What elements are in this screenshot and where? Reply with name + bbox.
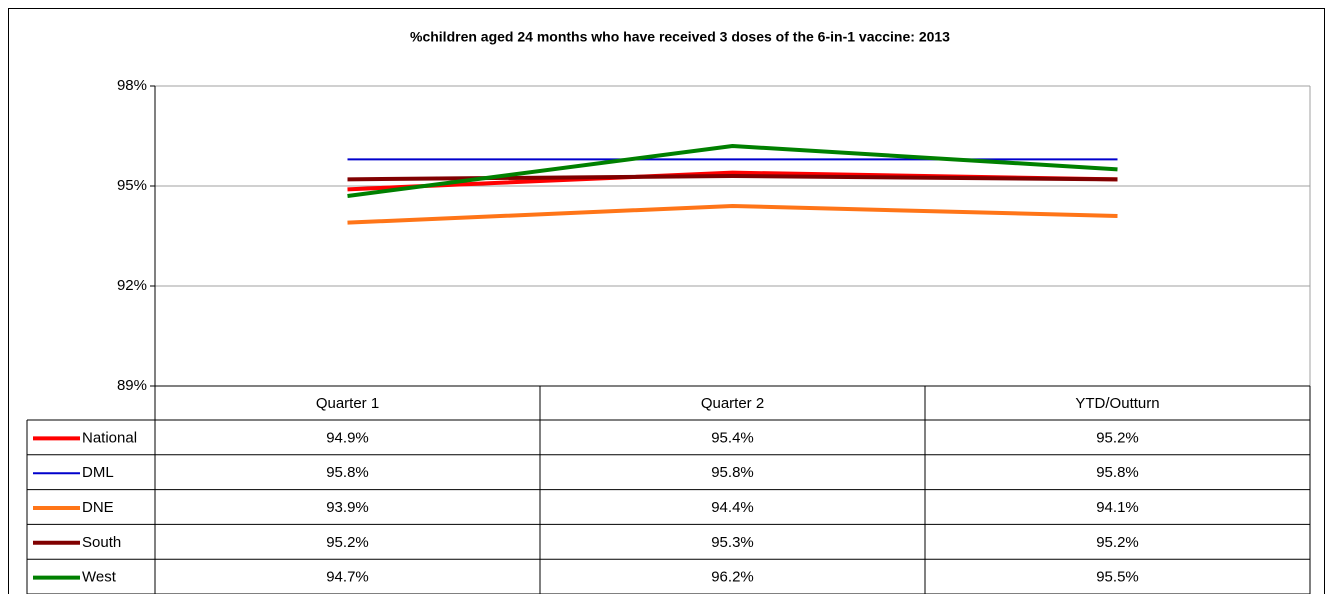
legend-label: West bbox=[82, 569, 117, 586]
data-label: 94.1% bbox=[1096, 499, 1139, 516]
data-label: 95.8% bbox=[711, 464, 754, 481]
data-label: 95.5% bbox=[1096, 569, 1139, 586]
data-label: 95.2% bbox=[326, 534, 369, 551]
data-label: 94.4% bbox=[711, 499, 754, 516]
x-tick-label: YTD/Outturn bbox=[1075, 395, 1159, 412]
x-tick-label: Quarter 2 bbox=[701, 395, 764, 412]
data-label: 94.7% bbox=[326, 569, 369, 586]
x-tick-label: Quarter 1 bbox=[316, 395, 379, 412]
data-label: 95.4% bbox=[711, 429, 754, 446]
series-line bbox=[347, 144, 1118, 198]
data-label: 95.2% bbox=[1096, 429, 1139, 446]
data-label: 95.2% bbox=[1096, 534, 1139, 551]
series-line bbox=[347, 204, 1118, 225]
legend-label: DNE bbox=[82, 499, 114, 516]
chart-frame bbox=[8, 8, 1325, 594]
chart-title: %children aged 24 months who have receiv… bbox=[410, 29, 950, 45]
y-tick-label: 98% bbox=[117, 77, 147, 94]
data-label: 95.3% bbox=[711, 534, 754, 551]
y-tick-label: 89% bbox=[117, 377, 147, 394]
legend-label: National bbox=[82, 429, 137, 446]
data-label: 94.9% bbox=[326, 429, 369, 446]
y-tick-label: 92% bbox=[117, 277, 147, 294]
legend-label: South bbox=[82, 534, 121, 551]
y-tick-label: 95% bbox=[117, 177, 147, 194]
data-label: 96.2% bbox=[711, 569, 754, 586]
legend-label: DML bbox=[82, 464, 114, 481]
data-label: 93.9% bbox=[326, 499, 369, 516]
data-label: 95.8% bbox=[326, 464, 369, 481]
data-label: 95.8% bbox=[1096, 464, 1139, 481]
